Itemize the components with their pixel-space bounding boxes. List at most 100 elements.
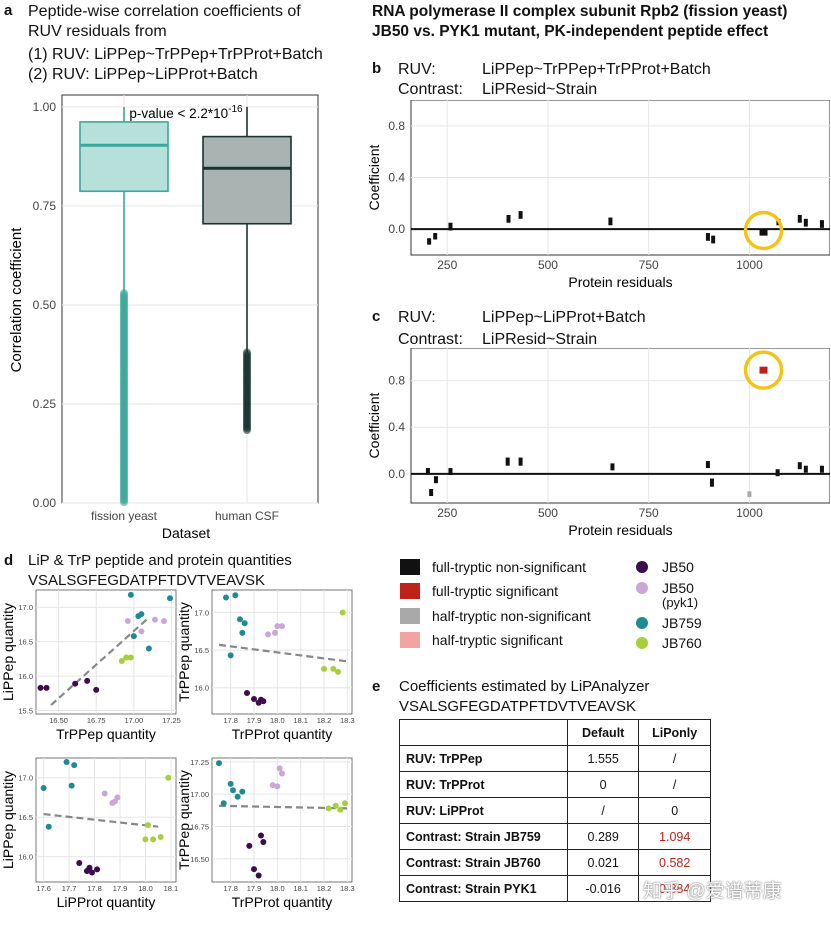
x-tick-label: 17.6 <box>36 884 51 893</box>
y-tick-label: 0.4 <box>388 171 405 185</box>
panel-d-scatter-4: 16.50 16.75 17.00 17.25 17.8 17.9 18.0 18.1 18.2… <box>176 757 355 910</box>
plot-frame <box>211 589 353 715</box>
y-tick-label: 17.0 <box>18 774 33 783</box>
data-point <box>272 629 278 636</box>
y-tick-label: 16.75 <box>190 822 209 831</box>
data-point <box>265 631 271 638</box>
row-default: -0.016 <box>566 875 640 902</box>
panel-a-title-3: (1) RUV: LiPPep~TrPPep+TrPProt+Batch <box>28 46 323 63</box>
row-label: Contrast: Strain JB759 <box>399 823 568 850</box>
legend-jb759: JB759 <box>636 613 702 633</box>
data-point <box>251 695 257 702</box>
x-tick-label: 18.1 <box>164 884 179 893</box>
data-point <box>130 633 137 640</box>
row-label: RUV: TrPProt <box>399 771 568 798</box>
right-header-line2: JB50 vs. PYK1 mutant, PK-independent pep… <box>372 23 769 40</box>
outliers-1 <box>243 348 251 435</box>
y-tick-label: 0.50 <box>33 298 57 312</box>
data-point <box>72 680 79 687</box>
y-tick-label: 17.0 <box>194 609 209 618</box>
legend-dot <box>636 617 648 629</box>
x-tick-label: 17.8 <box>223 716 238 725</box>
panel-c-contrast-label: Contrast: <box>398 331 463 348</box>
data-point <box>145 822 151 829</box>
panel-b-chart: 0.0 0.4 0.8 250 500 750 1000 Protein residuals C… <box>366 100 830 290</box>
peptide-mark <box>705 233 710 241</box>
row-liponly: 0.884 <box>638 875 711 902</box>
x-tick-label: 500 <box>538 506 558 520</box>
data-point <box>230 787 236 794</box>
legend-swatch <box>400 559 420 575</box>
panel-c-ruv-label: RUV: <box>398 309 436 326</box>
y-axis-label: TrPPep quantity <box>176 770 192 870</box>
legend-dot <box>636 637 648 649</box>
data-point <box>45 823 52 830</box>
highlight-circle <box>743 210 784 251</box>
data-point <box>223 594 229 601</box>
y-tick-label: 16.0 <box>18 672 33 681</box>
panel-e-peptide: VSALSGFEGDATPFTDVTVEAVSK <box>399 698 636 715</box>
peptide-mark <box>448 468 453 476</box>
y-tick-label: 0.0 <box>388 467 405 481</box>
data-point <box>234 793 241 800</box>
panel-d-scatter-2: 16.0 16.5 17.0 17.8 17.9 18.0 18.1 18.2 18.3 TrPP… <box>176 589 355 742</box>
x-tick-label: 750 <box>639 506 659 520</box>
legend-dot <box>636 582 648 594</box>
data-point <box>114 794 121 801</box>
peptide-mark <box>711 235 716 244</box>
peptide-mark <box>506 214 511 223</box>
panel-e-letter: e <box>372 678 381 695</box>
row-label: RUV: LiPProt <box>399 797 568 824</box>
y-axis-label: TrPPep quantity <box>176 602 192 702</box>
panel-a-ylabel: Correlation coefficient <box>8 227 25 373</box>
x-tick-label: 18.1 <box>293 716 308 725</box>
data-point <box>118 657 125 664</box>
x-tick-label: 17.25 <box>162 716 181 725</box>
legend-swatch <box>400 583 420 599</box>
x-tick-label: 1000 <box>736 506 763 520</box>
x-tick-human-csf: human CSF <box>215 509 279 523</box>
data-point <box>93 686 100 693</box>
data-point <box>68 782 75 789</box>
x-tick-label: 250 <box>437 258 457 272</box>
panel-d-scatter-1: 15.5 16.0 16.5 17.0 16.50 16.75 17.00 17.25 TrPP… <box>0 589 181 742</box>
plot-frame <box>211 757 353 883</box>
y-axis-label: Coefficient <box>366 144 382 210</box>
data-point <box>342 800 348 807</box>
peptide-mark <box>797 214 802 223</box>
panel-b-ruv-value: LiPPep~TrPPep+TrPProt+Batch <box>482 61 711 78</box>
x-axis-label: LiPProt quantity <box>57 894 156 910</box>
data-point <box>89 869 95 876</box>
data-point <box>220 800 227 807</box>
peptide-mark <box>803 218 808 227</box>
peptide-mark <box>505 457 510 466</box>
data-point <box>237 616 243 623</box>
legend-half-sig: half-tryptic significant <box>400 630 563 650</box>
data-point <box>123 654 130 661</box>
data-point <box>43 684 50 691</box>
x-axis-label: TrPPep quantity <box>56 726 156 742</box>
x-tick-label: 18.1 <box>293 884 308 893</box>
y-tick-label: 0.00 <box>33 496 57 510</box>
peptide-mark <box>433 233 438 240</box>
data-point <box>246 842 253 849</box>
row-label: RUV: TrPPep <box>399 745 568 772</box>
data-point <box>239 629 246 636</box>
plot-frame <box>35 757 177 883</box>
panel-a-xlabel: Dataset <box>162 525 210 541</box>
data-point <box>227 780 234 787</box>
data-point <box>127 654 134 661</box>
fit-line <box>43 812 159 828</box>
y-tick-label: 16.0 <box>18 853 33 862</box>
data-point <box>239 788 246 795</box>
panel-e-title: Coefficients estimated by LiPAnalyzer <box>399 678 650 695</box>
y-tick-label: 0.0 <box>388 222 405 236</box>
data-point <box>151 616 158 623</box>
panel-b-ruv-label: RUV: <box>398 61 436 78</box>
data-point <box>339 609 346 616</box>
row-liponly: 0 <box>638 797 711 824</box>
data-point <box>138 628 145 635</box>
x-tick-label: 17.7 <box>62 884 77 893</box>
data-point <box>274 783 281 790</box>
outlier-point <box>120 498 128 507</box>
